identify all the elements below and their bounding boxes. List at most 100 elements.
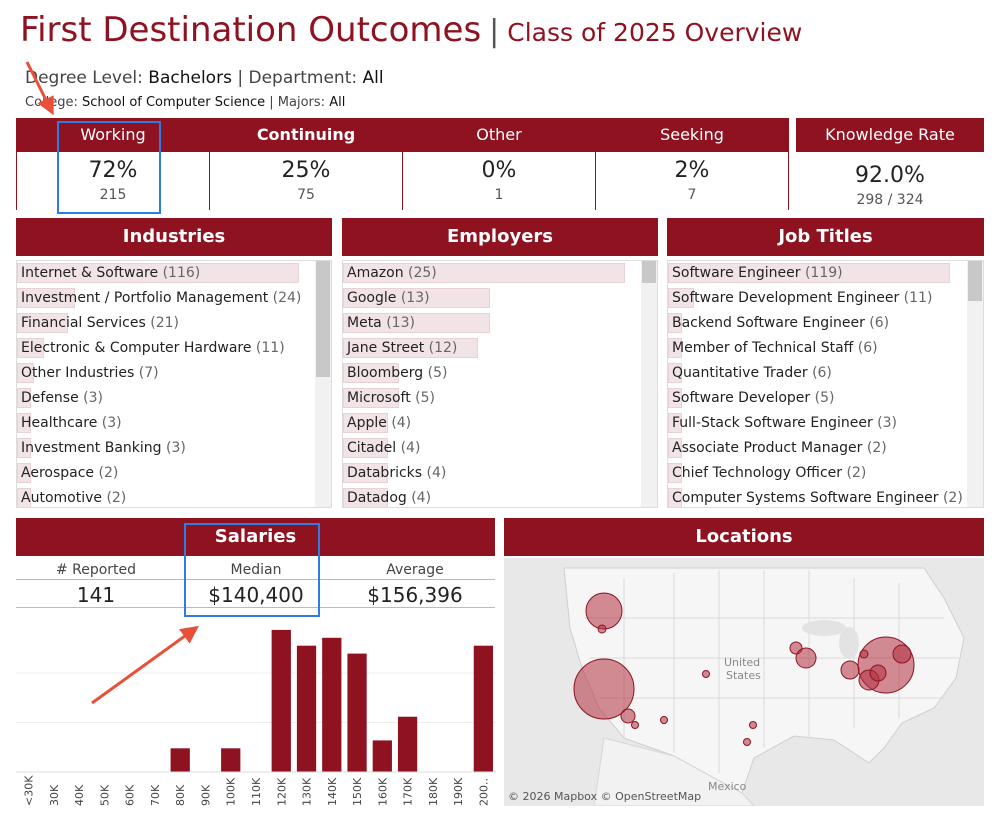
list-item[interactable]: Electronic & Computer Hardware (11) <box>17 336 331 361</box>
list-item-label: Other Industries (7) <box>21 365 159 381</box>
list-item[interactable]: Chief Technology Officer (2) <box>668 461 983 486</box>
list-item[interactable]: Software Development Engineer (11) <box>668 286 983 311</box>
highlight-box-median <box>184 523 320 617</box>
scrollbar[interactable] <box>967 261 983 507</box>
salary-bar[interactable] <box>271 629 291 772</box>
list-item-count: (3) <box>83 390 104 406</box>
x-tick-label: 90K <box>199 784 212 806</box>
list-item[interactable]: Investment Banking (3) <box>17 436 331 461</box>
salary-bar[interactable] <box>221 748 241 772</box>
list-item[interactable]: Associate Product Manager (2) <box>668 436 983 461</box>
list-item-label: Amazon (25) <box>347 265 437 281</box>
list-item[interactable]: Financial Services (21) <box>17 311 331 336</box>
outcome-tile-working[interactable]: Working 72% 215 <box>17 118 210 210</box>
list-item-label: Financial Services (21) <box>21 315 179 331</box>
list-item[interactable]: Member of Technical Staff (6) <box>668 336 983 361</box>
list-item[interactable]: Quantitative Trader (6) <box>668 361 983 386</box>
list-item-name: Databricks <box>347 465 427 481</box>
list-item-count: (24) <box>272 290 302 306</box>
list-item[interactable]: Full-Stack Software Engineer (3) <box>668 411 983 436</box>
list-item-name: Other Industries <box>21 365 139 381</box>
salary-bar[interactable] <box>347 653 367 772</box>
list-item-label: Healthcare (3) <box>21 415 122 431</box>
list-item[interactable]: Healthcare (3) <box>17 411 331 436</box>
employers-list[interactable]: Amazon (25) Google (13) Meta (13) Jane Stre… <box>342 260 658 508</box>
salary-bar[interactable] <box>296 645 317 772</box>
list-item[interactable]: Google (13) <box>343 286 657 311</box>
list-item-count: (3) <box>101 415 122 431</box>
salary-bar[interactable] <box>170 748 190 772</box>
list-item[interactable]: Other Industries (7) <box>17 361 331 386</box>
knowledge-rate-tile[interactable]: Knowledge Rate 92.0% 298 / 324 <box>796 118 984 210</box>
industries-list[interactable]: Internet & Software (116) Investment / Po… <box>16 260 332 508</box>
list-item[interactable]: Citadel (4) <box>343 436 657 461</box>
scrollbar[interactable] <box>641 261 657 507</box>
department-label: Department: <box>248 68 358 88</box>
page-subtitle: Class of 2025 Overview <box>507 18 803 47</box>
salary-bar[interactable] <box>372 740 392 772</box>
x-tick-label: 60K <box>124 784 137 806</box>
list-item[interactable]: Automotive (2) <box>17 486 331 507</box>
salary-bar[interactable] <box>473 645 493 772</box>
job-titles-list[interactable]: Software Engineer (119) Software Developm… <box>667 260 984 508</box>
location-bubble-portland <box>597 624 607 634</box>
list-item[interactable]: Databricks (4) <box>343 461 657 486</box>
list-item[interactable]: Meta (13) <box>343 311 657 336</box>
outcome-label: Continuing Education <box>210 118 402 178</box>
list-item[interactable]: Bloomberg (5) <box>343 361 657 386</box>
location-bubbles[interactable] <box>573 592 915 746</box>
location-bubble-boston <box>892 644 912 664</box>
salary-bar[interactable] <box>322 637 342 772</box>
list-item[interactable]: Amazon (25) <box>343 261 657 286</box>
employers-panel: Employers Amazon (25) Google (13) Meta (13… <box>342 218 658 508</box>
list-item-bar <box>17 338 44 358</box>
list-item[interactable]: Microsoft (5) <box>343 386 657 411</box>
department-value: All <box>362 68 384 88</box>
list-item-name: Quantitative Trader <box>672 365 813 381</box>
map-attribution[interactable]: © 2026 Mapbox © OpenStreetMap <box>508 790 702 803</box>
map-canvas: United States <box>504 558 984 806</box>
list-item-bar <box>17 263 299 283</box>
list-item-count: (6) <box>812 365 832 381</box>
list-item[interactable]: Investment / Portfolio Management (24) <box>17 286 331 311</box>
outcome-percent: 2% <box>674 158 710 183</box>
list-item[interactable]: Aerospace (2) <box>17 461 331 486</box>
outcome-tile-other[interactable]: Other 0% 1 <box>403 118 596 210</box>
reported-value: 141 <box>76 583 116 607</box>
scrollbar[interactable] <box>315 261 331 507</box>
list-item-count: (4) <box>400 440 421 456</box>
list-item-count: (11) <box>255 340 285 356</box>
list-item[interactable]: Apple (4) <box>343 411 657 436</box>
x-tick-label: 70K <box>149 784 162 806</box>
list-item[interactable]: Software Developer (5) <box>668 386 983 411</box>
list-item[interactable]: Computer Systems Software Engineer (2) <box>668 486 983 507</box>
list-item[interactable]: Defense (3) <box>17 386 331 411</box>
employers-header: Employers <box>342 218 658 256</box>
scrollbar-thumb[interactable] <box>642 261 656 283</box>
list-item-name: Financial Services <box>21 315 151 331</box>
great-lakes <box>839 627 859 659</box>
list-item-count: (4) <box>411 490 432 506</box>
x-tick-label: 40K <box>73 784 86 806</box>
list-item-bar <box>343 363 400 383</box>
outcome-tile-seeking[interactable]: Seeking 2% 7 <box>596 118 789 210</box>
outcome-percent: 72% <box>88 158 138 183</box>
x-tick-label: 180K <box>427 777 440 806</box>
list-item[interactable]: Datadog (4) <box>343 486 657 507</box>
list-item-bar <box>343 338 479 358</box>
x-tick-label: 100K <box>225 777 238 806</box>
list-item[interactable]: Backend Software Engineer (6) <box>668 311 983 336</box>
highlight-box-working <box>57 121 161 214</box>
scrollbar-thumb[interactable] <box>968 261 982 301</box>
location-bubble-los-angeles <box>620 708 636 724</box>
outcome-tile-continuing-education[interactable]: Continuing Education 25% 75 <box>210 118 403 210</box>
salary-bar[interactable] <box>397 716 418 772</box>
outcome-count: 1 <box>494 187 504 203</box>
list-item[interactable]: Software Engineer (119) <box>668 261 983 286</box>
scrollbar-thumb[interactable] <box>316 261 330 377</box>
list-item-label: Bloomberg (5) <box>347 365 447 381</box>
locations-map[interactable]: United States United States Mexico © 202… <box>504 558 984 806</box>
list-item[interactable]: Jane Street (12) <box>343 336 657 361</box>
list-item-name: Full-Stack Software Engineer <box>672 415 878 431</box>
list-item[interactable]: Internet & Software (116) <box>17 261 331 286</box>
